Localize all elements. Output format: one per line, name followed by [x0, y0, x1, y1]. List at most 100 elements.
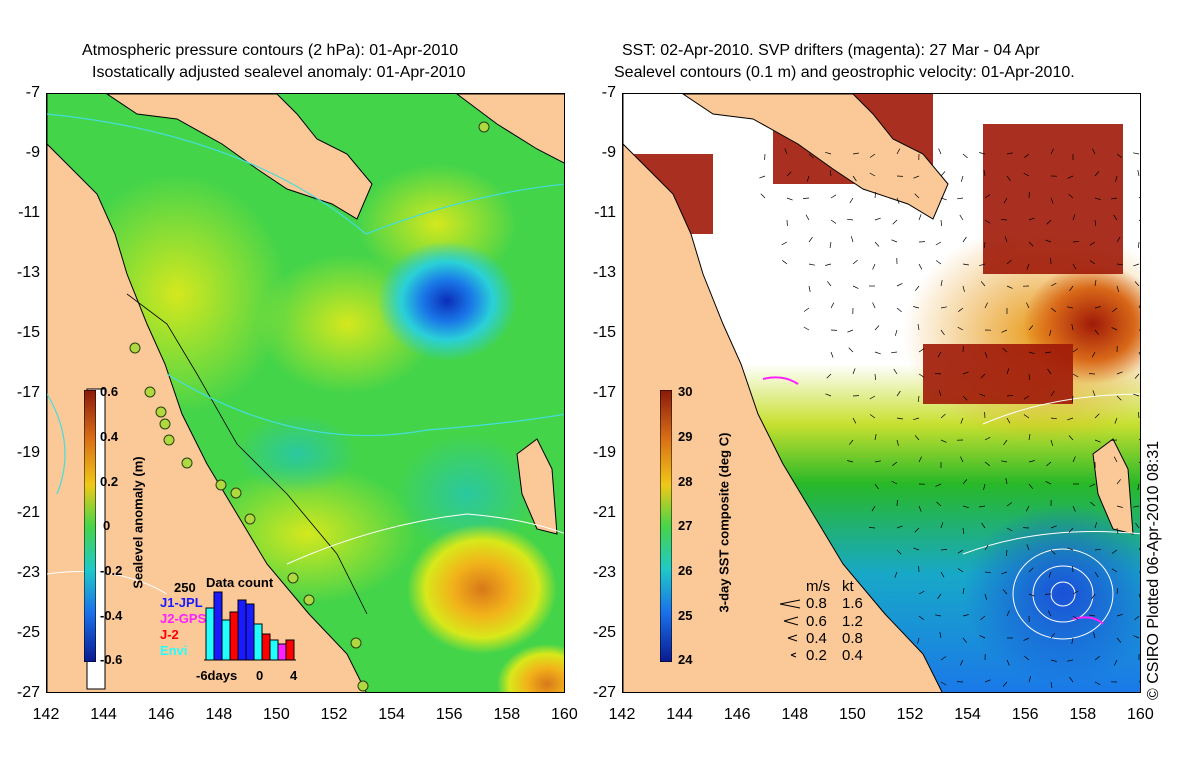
- velocity-vector: [984, 351, 988, 358]
- y-axis-tick-label: -9: [601, 144, 616, 161]
- y-axis-tick-label: -23: [592, 564, 616, 581]
- x-axis-tick-label: 144: [666, 706, 693, 723]
- velocity-vector: [1050, 525, 1057, 529]
- velocity-vector: [979, 505, 986, 508]
- velocity-vector: [1138, 593, 1140, 599]
- velocity-vector: [1134, 281, 1140, 287]
- right-cbar-tick: 24: [678, 652, 693, 667]
- sst-map: [622, 93, 1141, 693]
- mission-j-2: J-2: [160, 627, 179, 642]
- left-cbar-tick: 0.2: [100, 474, 119, 489]
- velocity-vector: [980, 281, 986, 287]
- velocity-vector: [1068, 435, 1074, 441]
- velocity-vector: [962, 371, 969, 375]
- velocity-vector: [1094, 681, 1101, 686]
- velocity-vector: [984, 436, 991, 441]
- left-cbar-tick: -0.2: [100, 563, 123, 578]
- right-cbar-tick: 29: [678, 429, 693, 444]
- velocity-vector: [935, 614, 942, 617]
- velocity-vector: [759, 175, 766, 179]
- vel-header-ms: m/s: [806, 578, 831, 595]
- velocity-vector: [869, 414, 876, 419]
- velocity-vector: [1050, 282, 1057, 287]
- velocity-vector: [962, 527, 965, 534]
- left-title-line1: Atmospheric pressure contours (2 hPa): 0…: [82, 42, 459, 59]
- velocity-vector: [940, 280, 943, 287]
- velocity-vector: [935, 260, 942, 265]
- velocity-vector: [872, 302, 876, 309]
- velocity-vector: [1138, 681, 1140, 683]
- velocity-vector: [918, 263, 923, 270]
- x-axis-tick-label: 158: [1069, 706, 1097, 723]
- velocity-vector: [1116, 588, 1119, 595]
- velocity-vector: [1138, 241, 1140, 249]
- x-axis-tick-label: 142: [608, 706, 636, 723]
- velocity-vector: [1028, 460, 1035, 463]
- velocity-vector: [868, 527, 876, 529]
- sst-map-svg: [623, 94, 1140, 692]
- y-axis-tick-label: -7: [25, 84, 40, 101]
- velocity-vector: [896, 390, 901, 397]
- velocity-vector: [1069, 285, 1074, 292]
- velocity-vector: [1094, 522, 1098, 529]
- velocity-vector: [1006, 259, 1012, 265]
- velocity-vector: [1023, 414, 1030, 419]
- velocity-vector: [937, 593, 942, 600]
- velocity-vector: [918, 456, 922, 463]
- velocity-vector: [915, 285, 920, 291]
- velocity-vector: [1046, 461, 1052, 467]
- x-axis-tick-label: 160: [1127, 706, 1154, 723]
- velocity-vector: [1072, 263, 1077, 270]
- velocity-vector: [913, 175, 920, 179]
- velocity-vector: [1116, 479, 1121, 485]
- velocity-vector: [852, 368, 856, 375]
- velocity-vector: [918, 214, 922, 221]
- velocity-vector: [781, 241, 788, 246]
- velocity-vector: [1094, 197, 1101, 201]
- velocity-vector: [940, 571, 945, 578]
- velocity-vector: [1002, 681, 1008, 687]
- velocity-vector: [1116, 263, 1123, 266]
- velocity-vector: [1000, 219, 1008, 221]
- velocity-vector: [1089, 483, 1096, 487]
- velocity-vector: [940, 522, 944, 529]
- velocity-vector: [1133, 263, 1140, 267]
- velocity-vector: [1094, 306, 1101, 309]
- vel-arrow-samples: [779, 599, 801, 658]
- velocity-vector: [940, 681, 947, 686]
- velocity-vector: [874, 325, 880, 331]
- velocity-vector: [830, 302, 835, 309]
- velocity-vector: [1028, 241, 1034, 247]
- plot-credit: © CSIRO Plotted 06-Apr-2010 08:31: [1145, 440, 1162, 700]
- velocity-vector: [1094, 571, 1099, 578]
- velocity-vector: [1112, 307, 1118, 313]
- velocity-vector: [1138, 547, 1140, 551]
- left-cbar-tick: -0.6: [100, 652, 123, 667]
- velocity-vector: [1134, 615, 1140, 621]
- velocity-vector: [1004, 236, 1008, 243]
- velocity-vector: [893, 368, 898, 375]
- velocity-vector: [962, 505, 969, 509]
- velocity-vector: [913, 547, 920, 551]
- velocity-vector: [1072, 373, 1079, 378]
- y-axis-tick-label: -23: [16, 564, 40, 581]
- velocity-vector: [1111, 568, 1118, 573]
- mission-j2-gps: J2-GPS: [160, 611, 207, 626]
- velocity-vector: [962, 236, 967, 243]
- velocity-vector: [984, 461, 990, 466]
- velocity-vector: [806, 175, 810, 182]
- velocity-vector: [891, 351, 898, 354]
- velocity-vector: [830, 194, 837, 199]
- y-axis-tick-label: -21: [592, 504, 616, 521]
- velocity-vector: [1028, 593, 1035, 597]
- velocity-vector: [979, 152, 986, 155]
- velocity-vector: [1050, 439, 1054, 446]
- velocity-vector: [918, 615, 924, 620]
- velocity-vector: [1048, 571, 1052, 578]
- left-cbar-tick: 0: [103, 518, 111, 533]
- velocity-vector: [1089, 614, 1096, 617]
- velocity-vector: [850, 236, 854, 243]
- velocity-vector: [940, 413, 946, 419]
- y-axis-tick-label: -7: [601, 84, 616, 101]
- velocity-vector: [1026, 263, 1030, 270]
